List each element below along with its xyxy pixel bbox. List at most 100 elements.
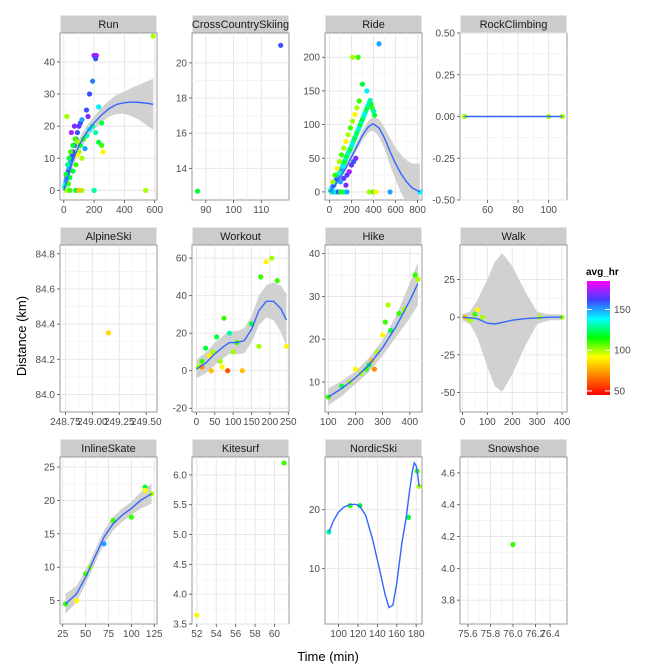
data-point <box>194 188 201 194</box>
panel-title: Kitesurf <box>222 443 260 455</box>
x-tick-label: 76.2 <box>526 629 546 640</box>
data-point <box>376 41 382 47</box>
axis-ticks: 100 120 140 160 180 10 20 <box>309 505 425 640</box>
data-point <box>194 612 200 618</box>
x-tick-label: 100 <box>330 629 347 640</box>
x-tick-label: 25 <box>57 629 69 640</box>
smooth-line <box>328 123 421 193</box>
gridlines <box>460 457 567 624</box>
y-tick-label: 84.4 <box>36 320 56 331</box>
data-point <box>67 187 73 193</box>
legend-title: avg_hr <box>586 267 619 278</box>
data-point <box>559 314 565 320</box>
data-point <box>79 155 85 161</box>
x-axis-label: Time (min) <box>297 649 359 664</box>
data-point <box>474 307 481 313</box>
legend-tick-label: 50 <box>614 386 626 397</box>
data-point <box>66 155 72 161</box>
data-point <box>202 345 209 351</box>
gridlines <box>60 33 157 200</box>
data-point <box>63 171 69 177</box>
x-tick-label: 50 <box>209 417 221 428</box>
x-tick-label: 75.8 <box>481 629 501 640</box>
data-point <box>343 182 349 188</box>
data-point <box>372 112 378 118</box>
gridlines <box>192 33 289 200</box>
axis-ticks: 100 200 300 400 10 20 30 40 <box>309 249 419 428</box>
data-point <box>349 54 356 60</box>
data-point <box>73 598 80 604</box>
data-point <box>367 97 373 103</box>
data-point <box>217 358 223 364</box>
x-tick-label: 0 <box>460 417 466 428</box>
panel-rockclimbing: RockClimbing 60 80 100 -0.50 -0.25 0.00 0.25 0.5… <box>432 14 568 216</box>
data-point <box>73 162 79 168</box>
x-tick-label: 0 <box>327 205 333 216</box>
y-tick-label: 0 <box>449 313 455 324</box>
data-point <box>355 54 361 60</box>
data-point <box>68 129 74 136</box>
data-point <box>338 152 345 158</box>
data-point <box>356 98 362 104</box>
panel-workout: Workout 0 50 100 150 200 250 -20 0 20 40 60 <box>173 226 297 428</box>
data-point <box>330 179 336 185</box>
data-point <box>283 343 289 349</box>
x-tick-label: 200 <box>347 417 364 428</box>
smooth-line <box>327 283 419 398</box>
y-tick-label: 3.5 <box>173 620 187 631</box>
data-point <box>334 165 340 171</box>
y-tick-label: 20 <box>309 505 321 516</box>
data-point <box>387 189 393 195</box>
data-point <box>258 274 264 280</box>
x-tick-label: 76.4 <box>540 629 560 640</box>
x-tick-label: 600 <box>146 205 163 216</box>
data-point <box>269 255 275 261</box>
x-tick-label: 75.6 <box>458 629 478 640</box>
data-point <box>89 78 96 84</box>
panel-title: CrossCountrySkiing <box>192 19 289 31</box>
y-tick-label: 5 <box>49 596 55 607</box>
data-point <box>226 330 233 336</box>
x-tick-label: 76.0 <box>503 629 523 640</box>
panel-ride: Ride 0 200 400 600 800 0 50 100 150 200 <box>303 14 426 216</box>
panel-background <box>191 244 290 413</box>
x-tick-label: 150 <box>243 417 260 428</box>
data-point <box>219 364 225 370</box>
legend-tick-label: 100 <box>614 346 631 357</box>
panel-title: RockClimbing <box>480 19 548 31</box>
x-tick-label: 60 <box>269 629 281 640</box>
axis-ticks: 0 100 200 300 400 -50 -25 0 25 <box>441 275 571 428</box>
y-tick-label: 4.5 <box>173 560 187 571</box>
data-point <box>352 366 359 372</box>
y-tick-label: 84.8 <box>36 249 56 260</box>
panel-snowshoe: Snowshoe 75.6 75.8 76.0 76.276.4 3.8 4.0 4.2 4.4… <box>441 438 568 640</box>
data-point <box>85 113 91 120</box>
y-tick-label: 5.0 <box>173 530 187 541</box>
data-point <box>128 514 134 520</box>
smooth-line <box>196 300 288 370</box>
data-point <box>479 314 485 320</box>
smooth-line <box>328 461 420 609</box>
data-point <box>368 101 374 107</box>
x-tick-label: 80 <box>513 205 525 216</box>
data-point <box>256 343 262 349</box>
x-tick-label: 125 <box>146 629 163 640</box>
x-tick-label: 248.75 <box>50 417 81 428</box>
data-point <box>143 187 149 193</box>
y-tick-label: 40 <box>176 291 188 302</box>
y-tick-label: 0 <box>314 187 320 198</box>
axis-ticks: 90 100 110 14 16 18 20 <box>176 58 270 216</box>
data-point <box>336 159 342 165</box>
panel-background <box>191 32 290 201</box>
y-tick-label: 18 <box>176 94 188 105</box>
panel-background <box>59 244 158 413</box>
data-point <box>341 145 347 151</box>
y-tick-label: 14 <box>176 164 188 175</box>
panel-background <box>191 456 290 625</box>
y-tick-label: 10 <box>44 563 56 574</box>
x-tick-label: 600 <box>387 205 404 216</box>
x-tick-label: 110 <box>253 205 269 216</box>
x-tick-label: 249.25 <box>104 417 135 428</box>
